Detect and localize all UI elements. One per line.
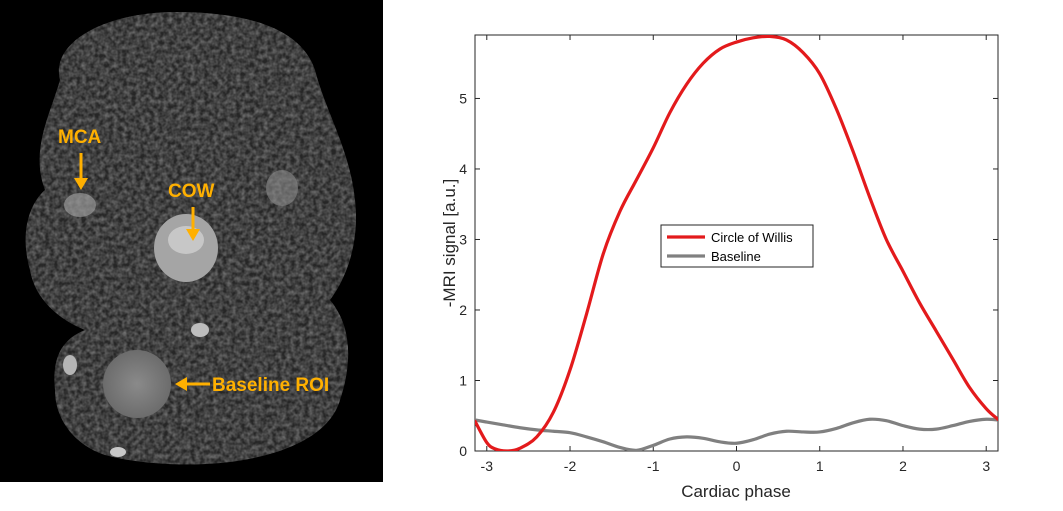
y-tick-label: 1: [459, 372, 467, 388]
cow-annotation: COW: [168, 181, 215, 241]
mca-label: MCA: [58, 127, 102, 148]
series-line-circle-of-willis: [475, 35, 998, 451]
x-tick-label: 1: [816, 458, 824, 474]
y-tick-label: 3: [459, 231, 467, 247]
contralateral-vessel: [266, 170, 298, 206]
y-tick-label: 5: [459, 90, 467, 106]
y-tick-label: 2: [459, 302, 467, 318]
x-tick-label: 0: [733, 458, 741, 474]
y-axis-title: -MRI signal [a.u.]: [440, 179, 459, 308]
brain-mri-image: MCA COW Baseline ROI: [0, 0, 383, 482]
mca-annotation: MCA: [58, 127, 102, 190]
legend-label: Baseline: [711, 249, 761, 264]
mri-image-panel: MCA COW Baseline ROI: [0, 0, 383, 482]
baseline-roi-annotation: Baseline ROI: [175, 375, 329, 396]
x-tick-label: 3: [982, 458, 990, 474]
legend: Circle of Willis Baseline: [660, 224, 814, 268]
chart-canvas: -3 -2 -1 0 1 2 3 0 1 2 3 4 5 Cardiac phase -MRI sign…: [440, 34, 999, 501]
baseline-roi-label: Baseline ROI: [212, 375, 329, 396]
y-tick-label: 0: [459, 443, 467, 459]
arrow-left-icon: [175, 377, 187, 391]
legend-box: [660, 224, 814, 268]
x-axis-title: Cardiac phase: [681, 482, 791, 501]
mca-vessel: [64, 193, 96, 217]
series-line-baseline: [475, 417, 998, 451]
signal-chart: -3 -2 -1 0 1 2 3 0 1 2 3 4 5 Cardiac phase -MRI sign…: [383, 0, 1063, 506]
x-tick-label: -1: [647, 458, 660, 474]
x-tick-label: -2: [564, 458, 577, 474]
arrow-down-icon: [74, 178, 88, 190]
cow-label: COW: [168, 181, 215, 202]
y-tick-label: 4: [459, 161, 467, 177]
legend-label: Circle of Willis: [711, 230, 793, 245]
baseline-roi-disc: [103, 350, 171, 418]
x-tick-label: -3: [481, 458, 494, 474]
arrow-down-icon: [186, 229, 200, 241]
x-tick-label: 2: [899, 458, 907, 474]
